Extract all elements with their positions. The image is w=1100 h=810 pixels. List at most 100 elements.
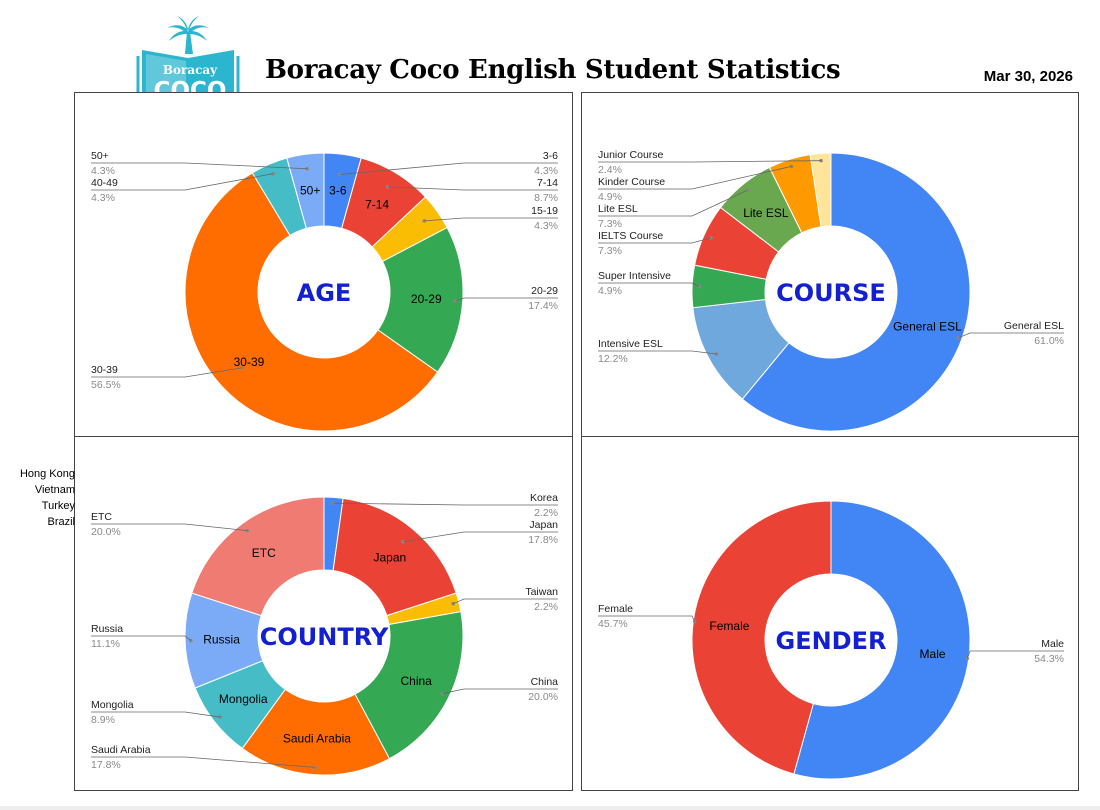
gender-donut-chart: Male Female Male 54.3% Female 45.7% GENDER [598, 500, 1064, 780]
slice-inner-label: 20-29 [411, 292, 442, 306]
callout-percent: 61.0% [1034, 335, 1064, 347]
callout-dot [331, 501, 335, 505]
callout-line [91, 711, 221, 718]
gender-chart-panel: Male Female Male 54.3% Female 45.7% GENDER [581, 436, 1079, 791]
age-chart-panel: 3-6 7-14 20-29 30-39 50+ 3-6 4.3% 7-14 8.7% 15-19… [74, 92, 573, 437]
slice-saudi-arabia [241, 688, 391, 776]
callout-percent: 4.3% [91, 165, 115, 177]
country-chart-panel: Japan China Saudi Arabia Mongolia Russia ETC K… [74, 436, 573, 791]
slice-callouts: 3-64.3%7-148.7%15-194.3%20-2917.4%30-395… [91, 150, 558, 391]
callout-percent: 54.3% [1034, 653, 1064, 665]
slice-inner-label: Female [709, 619, 749, 633]
callout-percent: 2.2% [534, 507, 558, 519]
donut-center-label: COUNTRY [260, 623, 389, 651]
callout-percent: 8.9% [91, 714, 115, 726]
callout-label: 30-39 [91, 364, 118, 376]
callout-percent: 4.3% [534, 220, 558, 232]
slice-inner-label: Male [920, 647, 946, 661]
donut-slices [691, 500, 971, 780]
slice-inner-label: 30-39 [234, 355, 265, 369]
callout-percent: 45.7% [598, 618, 628, 630]
side-list-item: Brazil [47, 516, 75, 528]
callout-line [91, 367, 243, 378]
callout-percent: 17.4% [528, 300, 558, 312]
slice-inner-label: Lite ESL [743, 206, 789, 220]
slice-inner-label: Mongolia [219, 692, 268, 706]
callout-label: Mongolia [91, 699, 134, 711]
callout-label: Saudi Arabia [91, 744, 151, 756]
report-date: Mar 30, 2026 [983, 68, 1073, 85]
donut-slices [184, 496, 464, 776]
callout-percent: 11.1% [91, 638, 120, 650]
slice-inner-label: 50+ [300, 183, 320, 197]
callout-percent: 20.0% [528, 691, 558, 703]
callout-percent: 12.2% [598, 353, 628, 365]
callout-line [598, 189, 748, 217]
logo-top-text: Boracay [163, 63, 218, 77]
donut-center-label: GENDER [776, 627, 887, 655]
slice-inner-label: Japan [373, 550, 406, 564]
callout-line [598, 237, 712, 244]
callout-percent: 2.4% [598, 164, 622, 176]
callout-dot [451, 601, 455, 606]
callout-label: ETC [91, 511, 112, 523]
callout-dot [965, 656, 970, 661]
callout-label: 3-6 [543, 150, 558, 162]
slice-male [793, 500, 971, 780]
slice-inner-labels: General ESL Lite ESL [743, 206, 962, 334]
slice-inner-label: 7-14 [365, 197, 389, 211]
slice-inner-label: China [401, 674, 433, 688]
callout-line [387, 186, 558, 191]
callout-percent: 56.5% [91, 379, 121, 391]
callout-line [958, 332, 1064, 339]
callout-label: Korea [530, 492, 558, 504]
callout-percent: 4.9% [598, 191, 622, 203]
callout-line [91, 173, 274, 191]
callout-label: Lite ESL [598, 203, 638, 215]
slice-inner-labels: 3-6 7-14 20-29 30-39 50+ [234, 183, 442, 368]
callout-label: Intensive ESL [598, 338, 663, 350]
callout-line [455, 297, 558, 302]
callout-line [91, 635, 192, 641]
donut-slices [184, 152, 464, 432]
callout-line [91, 162, 308, 170]
callout-label: China [531, 676, 559, 688]
callout-line [91, 523, 248, 532]
callout-percent: 8.7% [534, 192, 558, 204]
callout-label: IELTS Course [598, 230, 663, 242]
slice-callouts: Male 54.3% Female 45.7% [598, 603, 1064, 665]
callout-label: 40-49 [91, 177, 118, 189]
slice-female [691, 500, 832, 775]
callout-dot [218, 715, 222, 719]
donut-slices [691, 152, 971, 432]
course-chart-panel: General ESL Lite ESL General ESL 61.0% Inten… [581, 92, 1079, 437]
slice-china [354, 611, 464, 760]
side-list-item: Vietnam [34, 484, 75, 496]
callout-label: Japan [529, 519, 558, 531]
slice-inner-label: Saudi Arabia [283, 731, 351, 745]
donut-center-label: AGE [297, 279, 352, 307]
slice-general-esl [741, 152, 971, 432]
slice-etc [191, 496, 325, 617]
side-list-item: Hong Kong [19, 468, 75, 480]
callout-label: Russia [91, 623, 123, 635]
callout-dot [819, 158, 823, 163]
callout-label: 20-29 [531, 285, 558, 297]
callout-line [333, 502, 558, 506]
callout-percent: 7.3% [598, 218, 622, 230]
callout-percent: 4.9% [598, 285, 622, 297]
slice-inner-labels: Male Female [709, 619, 945, 661]
callout-line [442, 688, 558, 694]
callout-percent: 4.3% [534, 165, 558, 177]
callout-line [402, 531, 558, 543]
callout-percent: 17.8% [91, 759, 121, 771]
course-donut-chart: General ESL Lite ESL General ESL 61.0% Inten… [598, 149, 1064, 432]
callout-line [453, 598, 558, 605]
donut-center-label: COURSE [776, 279, 886, 307]
callout-label: 7-14 [537, 177, 558, 189]
slice-30-39 [184, 172, 439, 432]
callout-line [598, 350, 717, 355]
country-donut-chart: Japan China Saudi Arabia Mongolia Russia ETC K… [91, 492, 559, 776]
slice-callouts: General ESL 61.0% Intensive ESL 12.2% Super … [598, 149, 1064, 365]
callout-dot [305, 166, 310, 171]
